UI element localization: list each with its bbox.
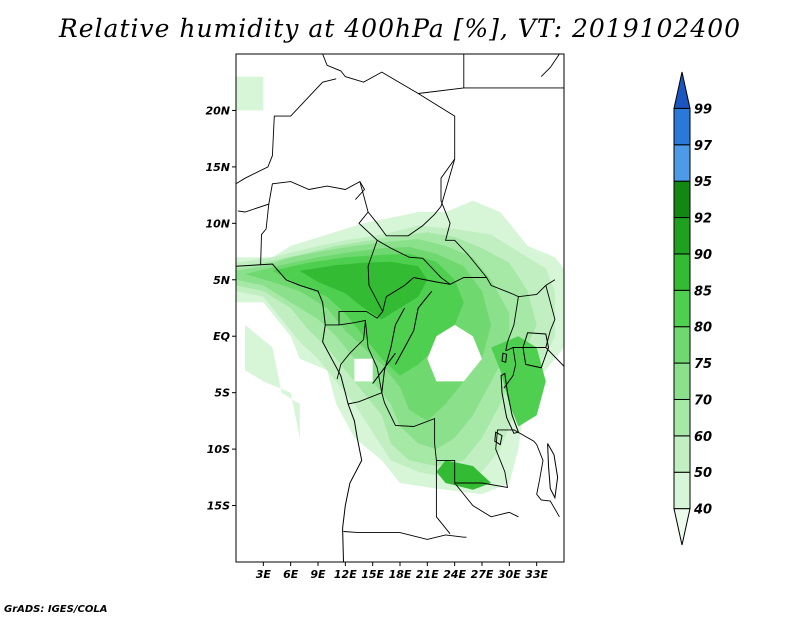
lon-tick-label: 30E bbox=[498, 568, 521, 581]
country-border bbox=[376, 239, 487, 285]
colorbar-swatch bbox=[673, 362, 691, 400]
colorbar-swatch bbox=[673, 253, 691, 291]
colorbar-swatch bbox=[673, 71, 691, 109]
coastline bbox=[236, 263, 363, 562]
axis-layer: 20N 15N 10N 5N EQ 5S 10S 15S 3E 6E 9E 12E 15E 18E 21E 2… bbox=[205, 104, 548, 581]
lon-tick-label: 33E bbox=[525, 568, 548, 581]
colorbar-label: 95 bbox=[694, 175, 712, 190]
country-border bbox=[322, 54, 556, 298]
humidity-area-40 bbox=[236, 76, 264, 111]
country-border bbox=[454, 482, 519, 518]
colorbar-label: 99 bbox=[694, 102, 712, 117]
lat-tick-label: 15S bbox=[207, 500, 230, 513]
colorbar-label: 97 bbox=[694, 139, 713, 154]
colorbar-label: 50 bbox=[694, 466, 712, 481]
country-border bbox=[260, 204, 270, 266]
country-border bbox=[545, 285, 564, 367]
country-border bbox=[382, 277, 451, 312]
country-border bbox=[237, 180, 366, 213]
lake-outline bbox=[522, 332, 550, 369]
lon-tick-label: 3E bbox=[256, 568, 272, 581]
country-border bbox=[513, 429, 560, 518]
lake-outline bbox=[501, 352, 508, 363]
colorbar-label: 92 bbox=[694, 212, 712, 227]
colorbar-label: 70 bbox=[694, 393, 712, 408]
colorbar-swatch bbox=[673, 471, 691, 510]
colorbar: 40 50 60 70 75 80 85 90 92 95 97 99 bbox=[673, 71, 713, 546]
humidity-area-40 bbox=[245, 324, 300, 438]
colorbar-swatch bbox=[673, 144, 691, 182]
country-border bbox=[367, 158, 456, 237]
country-border bbox=[364, 320, 383, 393]
river bbox=[394, 290, 433, 365]
lake-outline bbox=[500, 372, 520, 434]
lon-tick-label: 27E bbox=[471, 568, 494, 581]
lake-outline bbox=[494, 431, 503, 446]
country-border bbox=[540, 54, 560, 77]
lake-outline bbox=[547, 443, 559, 500]
colorbar-label: 75 bbox=[694, 357, 712, 372]
boundary-layer bbox=[236, 54, 564, 562]
colorbar-label: 60 bbox=[694, 430, 712, 445]
country-border bbox=[505, 296, 519, 351]
lat-tick-label: 20N bbox=[205, 104, 230, 117]
river bbox=[372, 352, 396, 384]
lat-tick-label: 10N bbox=[205, 217, 230, 230]
country-border bbox=[336, 319, 366, 380]
humidity-fill-layer bbox=[236, 76, 564, 495]
lat-tick-label: 15N bbox=[205, 161, 230, 174]
country-border bbox=[505, 347, 546, 352]
map-title: Relative humidity at 400hPa [%], VT: 201… bbox=[58, 14, 742, 43]
colorbar-label: 85 bbox=[694, 284, 712, 299]
colorbar-swatch bbox=[673, 398, 691, 437]
lon-tick-label: 9E bbox=[310, 568, 326, 581]
colorbar-swatch bbox=[673, 289, 691, 328]
colorbar-label: 40 bbox=[693, 503, 712, 518]
lon-tick-label: 12E bbox=[334, 568, 357, 581]
lon-tick-label: 21E bbox=[416, 568, 439, 581]
country-border bbox=[503, 347, 517, 389]
lon-tick-label: 15E bbox=[361, 568, 384, 581]
colorbar-swatch bbox=[673, 508, 691, 546]
country-border bbox=[343, 531, 467, 540]
colorbar-label: 80 bbox=[694, 321, 712, 336]
lon-tick-label: 6E bbox=[283, 568, 299, 581]
humidity-area-85 bbox=[436, 460, 492, 490]
humidity-area-85 bbox=[299, 261, 428, 320]
colorbar-swatch bbox=[673, 326, 691, 364]
lat-tick-label: 10S bbox=[207, 443, 230, 456]
lat-tick-label: 5S bbox=[214, 387, 230, 400]
dry-area bbox=[427, 324, 482, 382]
country-border bbox=[236, 78, 337, 185]
humidity-area-80 bbox=[491, 336, 546, 427]
grads-credit: GrADS: IGES/COLA bbox=[4, 604, 108, 615]
river bbox=[381, 307, 406, 393]
colorbar-swatch bbox=[673, 435, 691, 473]
colorbar-swatch bbox=[673, 217, 691, 255]
lat-tick-label: 5N bbox=[213, 274, 230, 287]
colorbar-swatch bbox=[673, 180, 691, 219]
lon-tick-label: 18E bbox=[389, 568, 412, 581]
colorbar-label: 90 bbox=[694, 248, 712, 263]
dry-area bbox=[354, 358, 373, 382]
country-border bbox=[435, 460, 451, 535]
lat-tick-label: EQ bbox=[213, 330, 230, 343]
lon-tick-label: 24E bbox=[443, 568, 466, 581]
colorbar-swatch bbox=[673, 107, 691, 146]
